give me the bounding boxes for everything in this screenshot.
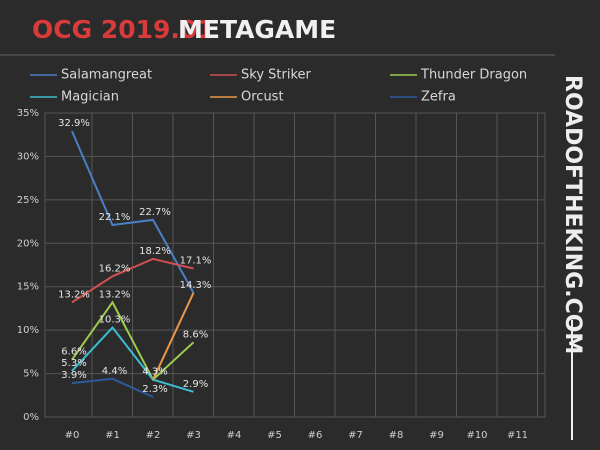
series-line [152,292,195,381]
data-label: 10.3% [99,315,131,326]
x-tick-label: #11 [507,430,528,441]
legend-label: Zefra [421,90,456,105]
data-label: 2.3% [142,384,167,395]
legend-label: Thunder Dragon [420,68,527,83]
data-label: 6.6% [61,347,86,358]
y-tick-label: 0% [23,412,39,423]
chart-title: OCG 2019.01 [32,15,215,44]
data-label: 4.4% [102,366,127,377]
x-tick-label: #3 [186,430,201,441]
data-label: 3.9% [61,370,86,381]
x-tick-label: #0 [65,430,80,441]
y-tick-label: 10% [17,325,39,336]
data-label: 13.2% [58,289,90,300]
x-tick-label: #7 [348,430,363,441]
x-tick-label: #1 [105,430,120,441]
y-tick-label: 20% [17,238,39,249]
x-tick-label: #2 [146,430,161,441]
x-tick-label: #5 [267,430,282,441]
x-tick-label: #8 [389,430,404,441]
y-tick-label: 30% [17,151,39,162]
legend-label: Salamangreat [61,68,152,83]
data-label: 22.7% [139,207,171,218]
series-line [71,325,194,393]
series-line [71,377,154,398]
legend-label: Orcust [241,90,284,105]
x-tick-label: #6 [308,430,323,441]
legend-label: Magician [61,90,119,105]
y-tick-label: 5% [23,369,39,380]
data-label: 2.9% [183,379,208,390]
data-label: 5.3% [61,358,86,369]
data-label: 32.9% [58,118,90,129]
data-label: 18.2% [139,246,171,257]
data-label: 4.3% [142,367,167,378]
series-line [71,130,195,294]
series-line [71,300,195,382]
x-tick-label: #9 [429,430,444,441]
y-tick-label: 25% [17,195,39,206]
y-tick-label: 15% [17,282,39,293]
x-tick-label: #10 [466,430,487,441]
legend-label: Sky Striker [241,68,312,83]
chart-subtitle: METAGAME [178,15,336,44]
data-label: 8.6% [183,329,208,340]
x-tick-label: #4 [227,430,242,441]
data-label: 22.1% [99,212,131,223]
side-text: ROADOFTHEKING.COM [560,75,585,354]
data-label: 17.1% [180,255,212,266]
data-label: 14.3% [180,280,212,291]
y-tick-label: 35% [17,108,39,119]
series-line [71,257,194,304]
data-label: 16.2% [99,263,131,274]
data-label: 13.2% [99,289,131,300]
